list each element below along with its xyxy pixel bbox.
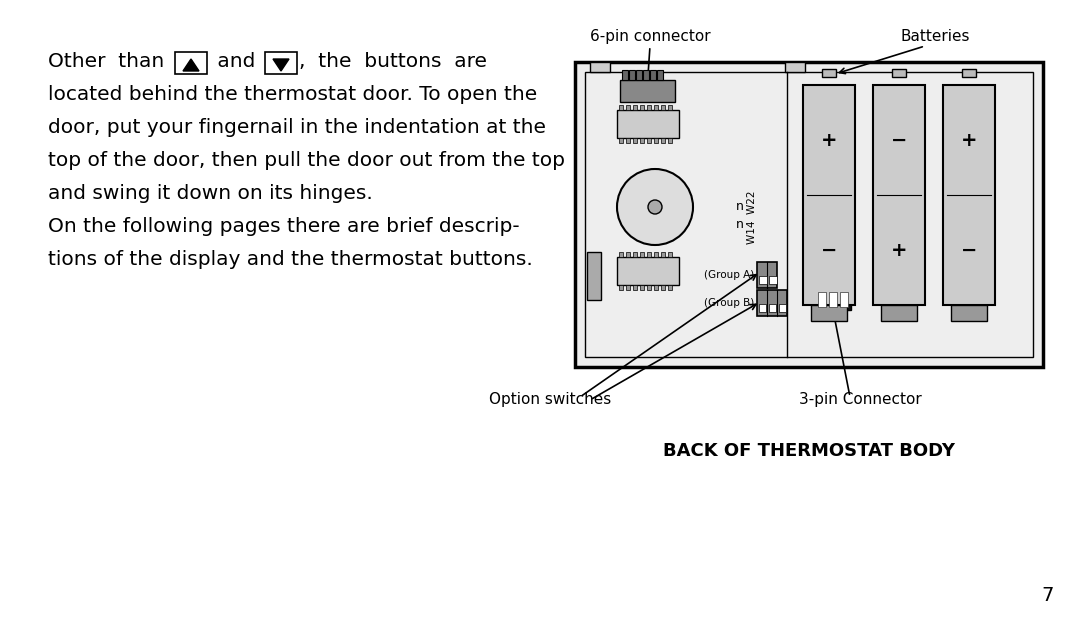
Bar [759,276,767,284]
Text: top of the door, then pull the door out from the top: top of the door, then pull the door out … [48,151,565,170]
Bar [757,262,777,288]
Bar [785,62,805,72]
Text: and: and [211,52,261,71]
Bar [619,285,623,290]
Bar [804,85,855,305]
Bar [643,70,649,80]
Bar [590,62,610,72]
Bar [175,52,207,74]
Bar [647,138,651,143]
Bar [829,292,837,307]
Polygon shape [183,59,199,71]
Bar [647,252,651,257]
Bar [661,285,665,290]
Text: (Group A): (Group A) [704,270,754,280]
Bar [669,252,672,257]
Bar [629,70,635,80]
Bar [654,285,658,290]
Bar [617,257,679,285]
Text: −: − [961,240,977,260]
Text: On the following pages there are brief descrip-: On the following pages there are brief d… [48,217,519,236]
Bar [636,70,642,80]
Bar [769,304,777,312]
Bar [626,105,630,110]
Bar [815,290,851,310]
Bar [575,62,1043,367]
Bar [588,252,600,300]
Bar [769,276,777,284]
Text: +: + [891,240,907,260]
Bar [873,85,924,305]
Bar [633,105,637,110]
Bar [647,105,651,110]
Bar [654,252,658,257]
Bar [661,138,665,143]
Bar [654,105,658,110]
Bar [661,252,665,257]
Text: Option switches: Option switches [489,392,611,407]
Bar [617,110,679,138]
Bar [620,80,675,102]
Text: −: − [821,240,837,260]
Text: tions of the display and the thermostat buttons.: tions of the display and the thermostat … [48,250,532,269]
Bar [881,305,917,321]
Bar [640,105,644,110]
Bar [633,138,637,143]
Bar [654,138,658,143]
Bar [640,285,644,290]
Bar [669,285,672,290]
Text: 7: 7 [1042,586,1054,605]
Text: n: n [737,201,744,214]
Text: 3-pin Connector: 3-pin Connector [798,392,921,407]
Bar [669,138,672,143]
Bar [943,85,995,305]
Bar [650,70,656,80]
Bar [619,138,623,143]
Bar [626,285,630,290]
Bar [633,285,637,290]
Bar [626,252,630,257]
Text: n: n [737,217,744,231]
Circle shape [617,169,693,245]
Bar [647,285,651,290]
Text: W14  W22: W14 W22 [747,190,757,244]
Text: located behind the thermostat door. To open the: located behind the thermostat door. To o… [48,85,537,104]
Bar [669,105,672,110]
Bar [661,105,665,110]
Text: BACK OF THERMOSTAT BODY: BACK OF THERMOSTAT BODY [663,442,955,460]
Bar [619,105,623,110]
Text: +: + [961,130,977,150]
Text: Other  than: Other than [48,52,171,71]
Bar [640,252,644,257]
Bar [892,69,906,77]
Text: Batteries: Batteries [901,29,970,44]
Bar [633,252,637,257]
Bar [951,305,987,321]
Bar [811,305,847,321]
Polygon shape [273,59,289,71]
Text: +: + [821,130,837,150]
Text: and swing it down on its hinges.: and swing it down on its hinges. [48,184,373,203]
Bar [265,52,297,74]
Text: −: − [891,130,907,150]
Bar [840,292,848,307]
Bar [585,72,1032,357]
Bar [818,292,826,307]
Bar [757,290,787,316]
Bar [626,138,630,143]
Text: ,  the  buttons  are: , the buttons are [299,52,487,71]
Bar [657,70,663,80]
Text: (Group B): (Group B) [704,298,754,308]
Bar [619,252,623,257]
Bar [622,70,627,80]
Text: door, put your fingernail in the indentation at the: door, put your fingernail in the indenta… [48,118,546,137]
Bar [962,69,976,77]
Bar [779,304,786,312]
Bar [640,138,644,143]
Bar [822,69,836,77]
Text: 6-pin connector: 6-pin connector [590,29,711,44]
Bar [759,304,766,312]
Circle shape [648,200,662,214]
